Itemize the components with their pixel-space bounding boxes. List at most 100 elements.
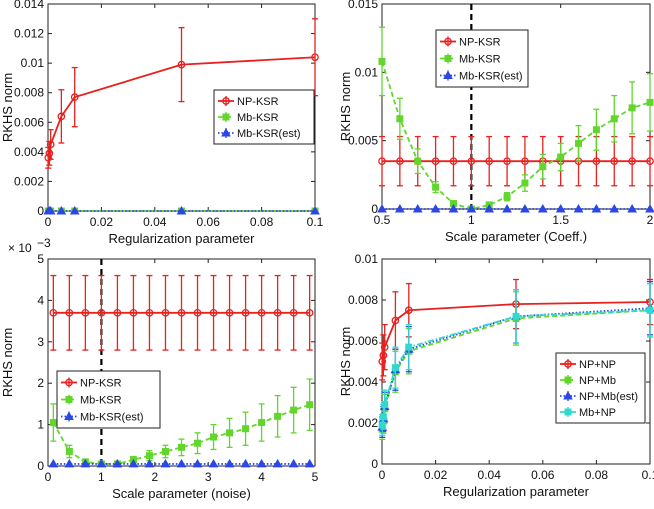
series-mb-ksr-est- bbox=[377, 203, 654, 213]
data-point bbox=[610, 115, 618, 123]
chart-panel-bottom-left: 0 1 2 3 4 5 0 1 2 3 4 5 Scale parameter (noise) RKHS … bbox=[0, 236, 319, 501]
data-point bbox=[306, 401, 314, 409]
data-point bbox=[503, 193, 511, 201]
data-point bbox=[97, 308, 106, 317]
legend-entry-label: Mb-KSR(est) bbox=[80, 412, 144, 424]
data-point bbox=[128, 458, 139, 468]
data-point bbox=[240, 458, 251, 468]
y-tick-label: 0.01 bbox=[355, 65, 379, 79]
chart-panel-bottom-right: 0 0.02 0.04 0.06 0.08 0.1 0 0.002 0.004 0.006 0.00… bbox=[338, 252, 654, 499]
data-point bbox=[242, 425, 250, 433]
legend: NP-KSR Mb-KSR Mb-KSR(est) bbox=[56, 370, 161, 429]
legend-swatch-marker bbox=[65, 396, 73, 403]
data-point bbox=[194, 439, 202, 447]
data-point bbox=[45, 149, 54, 158]
legend-entry-label: NP+NP bbox=[579, 359, 616, 371]
y-tick-label: 4 bbox=[37, 293, 44, 307]
y-tick-label: 0.008 bbox=[348, 293, 378, 307]
data-point bbox=[44, 153, 53, 162]
y-tick-label: 0 bbox=[37, 204, 44, 218]
data-point bbox=[225, 308, 234, 317]
data-point bbox=[289, 308, 298, 317]
x-tick-label: 0 bbox=[379, 468, 386, 482]
legend-entry-label: Mb-KSR bbox=[80, 395, 122, 407]
data-point bbox=[628, 157, 636, 166]
y-multiplier-label: × 10 bbox=[8, 241, 32, 255]
series-np-ksr bbox=[49, 274, 314, 351]
y-axis-label: RKHS norm bbox=[0, 328, 15, 397]
data-point bbox=[539, 163, 547, 171]
data-point bbox=[96, 458, 107, 468]
x-axis-label: Regularization parameter bbox=[443, 484, 590, 499]
data-point bbox=[160, 458, 171, 468]
legend-entry-label: NP-KSR bbox=[80, 378, 122, 390]
series-np-ksr bbox=[44, 18, 319, 169]
y-tick-label: 0.008 bbox=[14, 86, 44, 100]
x-tick-label: 0 bbox=[45, 215, 52, 229]
legend-swatch-marker bbox=[563, 390, 573, 400]
legend-entry-label: Mb+NP bbox=[579, 407, 616, 419]
y-tick-label: 0.002 bbox=[348, 416, 378, 430]
legend-entry-label: NP+Mb(est) bbox=[579, 391, 638, 403]
data-point bbox=[258, 419, 266, 427]
data-point bbox=[573, 203, 584, 213]
data-point bbox=[208, 458, 219, 468]
data-point bbox=[381, 401, 389, 409]
x-tick-label: 0.04 bbox=[478, 468, 502, 482]
y-axis-label: RKHS norm bbox=[0, 73, 15, 142]
chart-panel-top-right: 0.5 1 1.5 2 0 0.005 0.01 0.015 Scale parameter (… bbox=[338, 0, 654, 244]
data-point bbox=[45, 205, 56, 215]
y-axis-label: RKHS norm bbox=[338, 327, 353, 396]
x-tick-label: 1 bbox=[468, 213, 475, 227]
y-tick-label: 0 bbox=[371, 457, 378, 471]
legend-entry-label: Mb-KSR bbox=[237, 112, 279, 124]
y-tick-label: 0.01 bbox=[21, 56, 45, 70]
data-point bbox=[521, 157, 529, 166]
y-tick-label: 0.005 bbox=[348, 134, 378, 148]
x-tick-label: 2 bbox=[151, 470, 158, 484]
data-point bbox=[395, 203, 405, 213]
data-point bbox=[46, 140, 55, 149]
legend-entry-label: NP+Mb bbox=[579, 375, 616, 387]
data-point bbox=[177, 308, 186, 317]
data-point bbox=[521, 179, 529, 187]
y-tick-label: 0.006 bbox=[348, 334, 378, 348]
y-tick-label: 5 bbox=[37, 252, 44, 266]
legend-swatch-marker bbox=[222, 97, 230, 105]
data-point bbox=[391, 316, 400, 325]
data-point bbox=[405, 343, 413, 351]
data-point bbox=[288, 458, 299, 468]
data-point bbox=[177, 60, 186, 69]
data-point bbox=[70, 93, 79, 102]
data-point bbox=[575, 139, 583, 147]
data-point bbox=[378, 421, 386, 429]
data-point bbox=[609, 203, 620, 213]
data-point bbox=[310, 205, 320, 215]
x-tick-label: 0.02 bbox=[90, 215, 114, 229]
data-point bbox=[396, 115, 404, 123]
data-point bbox=[466, 203, 477, 213]
data-point bbox=[503, 157, 511, 166]
data-point bbox=[645, 203, 654, 213]
data-point bbox=[502, 203, 512, 213]
data-point bbox=[380, 343, 389, 351]
data-point bbox=[256, 458, 267, 468]
series-mb-ksr bbox=[378, 26, 654, 213]
data-point bbox=[448, 203, 459, 213]
y-tick-label: 0.004 bbox=[14, 145, 44, 159]
data-point bbox=[557, 153, 565, 161]
data-point bbox=[226, 429, 234, 437]
series-mb-ksr-est- bbox=[43, 205, 320, 215]
x-tick-label: 5 bbox=[312, 470, 319, 484]
y-tick-label: 0.002 bbox=[14, 174, 44, 188]
y-tick-label: 1 bbox=[37, 418, 44, 432]
data-point bbox=[161, 308, 170, 317]
legend-swatch-marker bbox=[64, 411, 74, 420]
data-point bbox=[176, 458, 187, 468]
x-tick-label: 1 bbox=[98, 470, 105, 484]
data-point bbox=[484, 203, 495, 213]
legend-swatch-marker bbox=[444, 37, 452, 46]
data-point bbox=[305, 308, 314, 317]
data-point bbox=[80, 458, 91, 468]
